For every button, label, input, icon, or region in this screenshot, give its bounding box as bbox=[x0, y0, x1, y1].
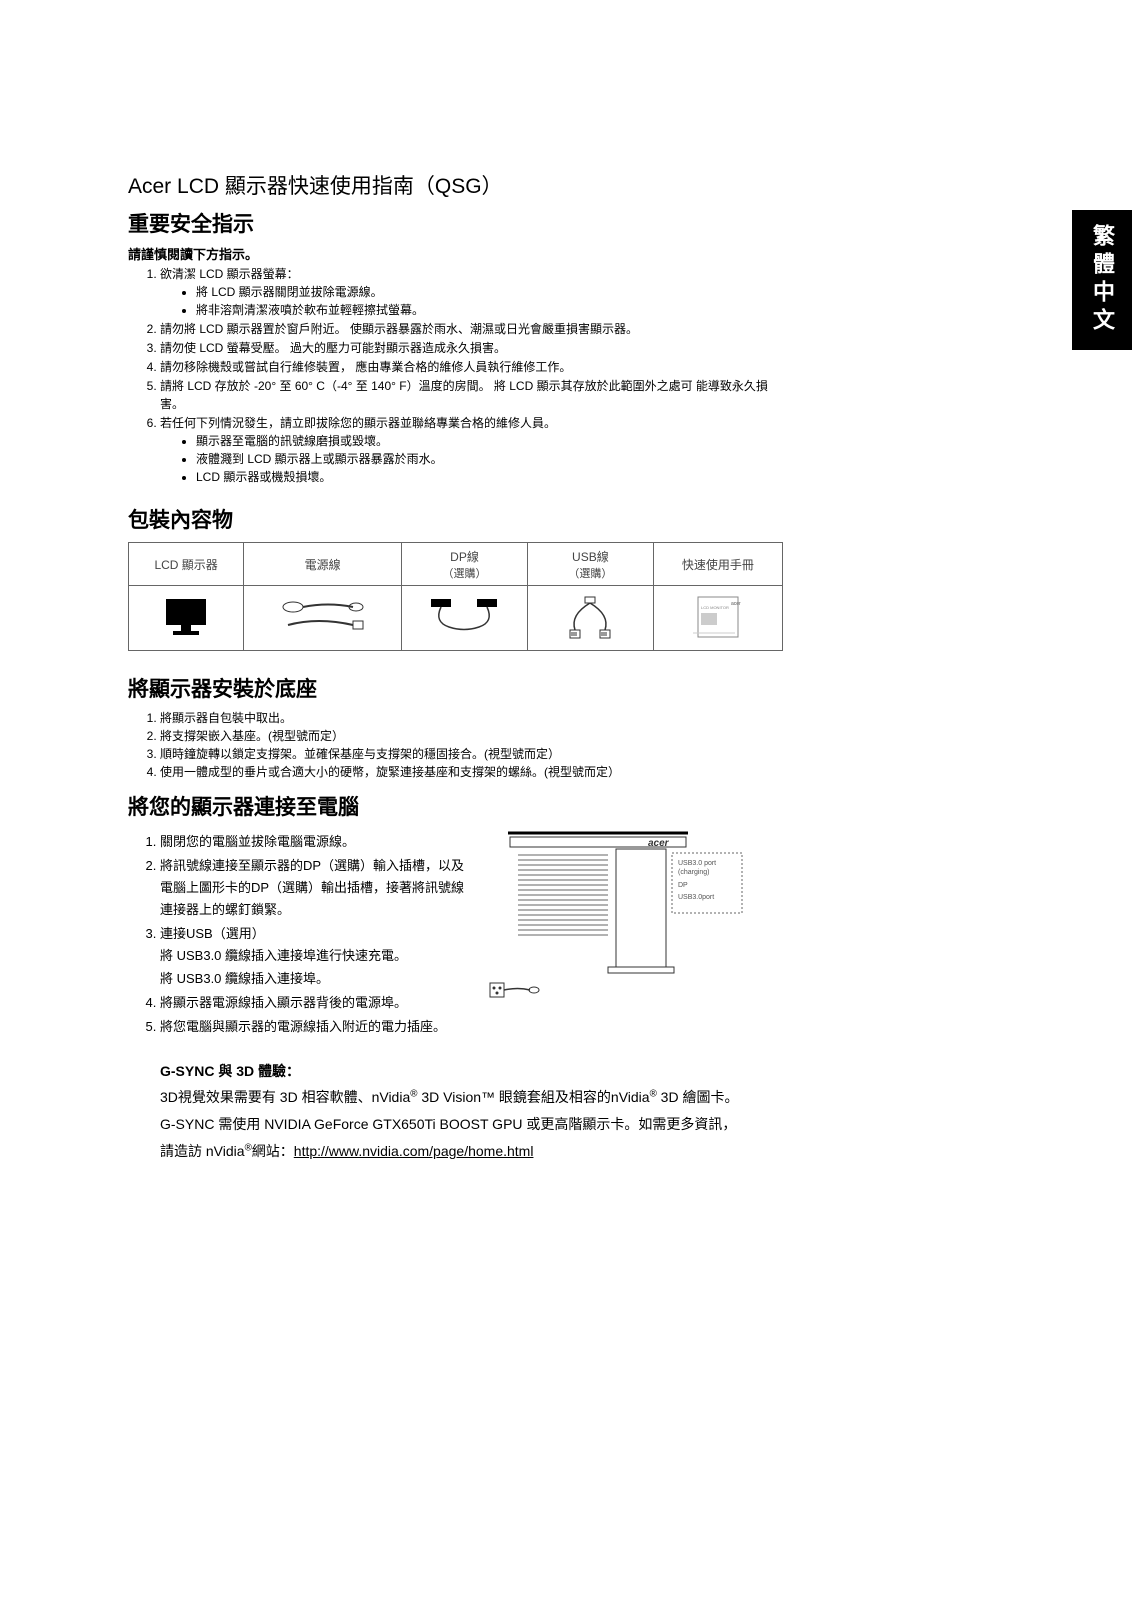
cell-label: USB線 bbox=[572, 550, 609, 564]
table-cell: 電源線 bbox=[244, 543, 402, 586]
gsync-line: 請造訪 nVidia®網站：http://www.nvidia.com/page… bbox=[160, 1138, 788, 1165]
manual-icon: acer LCD MONITOR bbox=[693, 595, 743, 639]
language-tab: 繁體中文 bbox=[1072, 210, 1132, 350]
cell-label: DP線 bbox=[450, 550, 479, 564]
cell-opt: （選購） bbox=[568, 568, 612, 580]
usb-cable-icon bbox=[555, 595, 625, 639]
brand-label: acer bbox=[648, 838, 670, 849]
connect-heading: 將您的顯示器連接至電腦 bbox=[128, 791, 788, 821]
safety-item-text: 若任何下列情況發生，請立即拔除您的顯示器並聯絡專業合格的維修人員。 bbox=[160, 416, 556, 430]
gsync-text: 3D視覺效果需要有 3D 相容軟體、nVidia bbox=[160, 1089, 410, 1105]
connect-list: 關閉您的電腦並拔除電腦電源線。 將訊號線連接至顯示器的DP（選購）輸入插槽，以及… bbox=[128, 831, 468, 1040]
safety-item: 若任何下列情況發生，請立即拔除您的顯示器並聯絡專業合格的維修人員。 顯示器至電腦… bbox=[160, 414, 788, 486]
connection-diagram: acer bbox=[488, 827, 788, 1007]
svg-text:(charging): (charging) bbox=[678, 869, 710, 876]
safety-subitem: 液體濺到 LCD 顯示器上或顯示器暴露於雨水。 bbox=[196, 450, 788, 468]
safety-item: 請勿使 LCD 螢幕受壓。 過大的壓力可能對顯示器造成永久損害。 bbox=[160, 339, 788, 357]
mount-heading: 將顯示器安裝於底座 bbox=[128, 673, 788, 703]
monitor-icon bbox=[161, 597, 211, 637]
safety-item-text: 欲清潔 LCD 顯示器螢幕： bbox=[160, 267, 299, 281]
safety-heading: 重要安全指示 bbox=[128, 208, 788, 238]
safety-item: 請勿移除機殼或嘗試自行維修裝置， 應由專業合格的維修人員執行維修工作。 bbox=[160, 358, 788, 376]
page-content: Acer LCD 顯示器快速使用指南（QSG） 重要安全指示 請謹慎閱讀下方指示… bbox=[128, 170, 788, 1164]
connect-item: 將顯示器電源線插入顯示器背後的電源埠。 bbox=[160, 992, 468, 1014]
table-cell bbox=[402, 586, 528, 651]
gsync-text: 3D 繪圖卡。 bbox=[657, 1089, 739, 1105]
dp-cable-icon bbox=[429, 597, 499, 637]
gsync-text: 網站： bbox=[252, 1143, 294, 1159]
svg-text:USB3.0 port: USB3.0 port bbox=[678, 860, 716, 867]
mount-item: 使用一體成型的垂片或合適大小的硬幣，旋緊連接基座和支撐架的螺絲。(視型號而定） bbox=[160, 763, 788, 781]
safety-subitem: 顯示器至電腦的訊號線磨損或毀壞。 bbox=[196, 432, 788, 450]
gsync-line: G-SYNC 需使用 NVIDIA GeForce GTX650Ti BOOST… bbox=[160, 1111, 788, 1138]
safety-list: 欲清潔 LCD 顯示器螢幕： 將 LCD 顯示器關閉並拔除電源線。 將非溶劑清潔… bbox=[128, 265, 788, 486]
svg-text:LCD MONITOR: LCD MONITOR bbox=[701, 605, 729, 610]
gsync-text: 請造訪 nVidia bbox=[160, 1143, 245, 1159]
safety-subitem: 將 LCD 顯示器關閉並拔除電源線。 bbox=[196, 283, 788, 301]
safety-sublist: 顯示器至電腦的訊號線磨損或毀壞。 液體濺到 LCD 顯示器上或顯示器暴露於雨水。… bbox=[160, 432, 788, 486]
nvidia-link[interactable]: http://www.nvidia.com/page/home.html bbox=[294, 1143, 534, 1159]
package-section: 包裝內容物 LCD 顯示器 電源線 DP線 （選購） USB線 （選購） 快速使用手… bbox=[128, 504, 788, 651]
diagram-svg: acer bbox=[488, 827, 788, 1007]
table-cell bbox=[527, 586, 653, 651]
table-cell: LCD 顯示器 bbox=[129, 543, 244, 586]
mount-section: 將顯示器安裝於底座 將顯示器自包裝中取出。 將支撐架嵌入基座。(視型號而定） 順… bbox=[128, 673, 788, 781]
table-cell: 快速使用手冊 bbox=[653, 543, 782, 586]
svg-text:DP: DP bbox=[678, 882, 688, 889]
safety-sublist: 將 LCD 顯示器關閉並拔除電源線。 將非溶劑清潔液噴於軟布並輕輕擦拭螢幕。 bbox=[160, 283, 788, 319]
page-title: Acer LCD 顯示器快速使用指南（QSG） bbox=[128, 170, 788, 200]
svg-text:acer: acer bbox=[731, 601, 741, 607]
mount-item: 將顯示器自包裝中取出。 bbox=[160, 709, 788, 727]
connect-item: 將您電腦與顯示器的電源線插入附近的電力插座。 bbox=[160, 1016, 468, 1038]
table-cell bbox=[244, 586, 402, 651]
table-cell: DP線 （選購） bbox=[402, 543, 528, 586]
table-cell bbox=[129, 586, 244, 651]
cell-label: 快速使用手冊 bbox=[682, 558, 754, 572]
gsync-text: 3D Vision™ 眼鏡套組及相容的nVidia bbox=[417, 1089, 649, 1105]
cell-opt: （選購） bbox=[442, 568, 486, 580]
gsync-line: 3D視覺效果需要有 3D 相容軟體、nVidia ® 3D Vision™ 眼鏡套… bbox=[160, 1084, 788, 1111]
cell-label: LCD 顯示器 bbox=[154, 558, 217, 572]
package-table: LCD 顯示器 電源線 DP線 （選購） USB線 （選購） 快速使用手冊 bbox=[128, 542, 783, 651]
connect-item: 連接USB（選用） 將 USB3.0 纜線插入連接埠進行快速充電。 將 USB3… bbox=[160, 923, 468, 989]
connect-item: 將訊號線連接至顯示器的DP（選購）輸入插槽，以及電腦上圖形卡的DP（選購）輸出插… bbox=[160, 855, 468, 921]
mount-list: 將顯示器自包裝中取出。 將支撐架嵌入基座。(視型號而定） 順時鐘旋轉以鎖定支撐架… bbox=[128, 709, 788, 781]
package-heading: 包裝內容物 bbox=[128, 504, 788, 534]
table-row: LCD 顯示器 電源線 DP線 （選購） USB線 （選購） 快速使用手冊 bbox=[129, 543, 783, 586]
safety-item: 請將 LCD 存放於 -20° 至 60° C（-4° 至 140° F）溫度的… bbox=[160, 377, 788, 413]
table-cell: acer LCD MONITOR bbox=[653, 586, 782, 651]
safety-subitem: LCD 顯示器或機殼損壞。 bbox=[196, 468, 788, 486]
safety-item: 請勿將 LCD 顯示器置於窗戶附近。 使顯示器暴露於雨水、潮濕或日光會嚴重損害顯… bbox=[160, 320, 788, 338]
reg-mark: ® bbox=[245, 1142, 252, 1153]
reg-mark: ® bbox=[650, 1089, 657, 1100]
safety-item: 欲清潔 LCD 顯示器螢幕： 將 LCD 顯示器關閉並拔除電源線。 將非溶劑清潔… bbox=[160, 265, 788, 319]
safety-subitem: 將非溶劑清潔液噴於軟布並輕輕擦拭螢幕。 bbox=[196, 301, 788, 319]
cell-label: 電源線 bbox=[305, 558, 341, 572]
svg-text:USB3.0port: USB3.0port bbox=[678, 894, 714, 901]
connect-section: 將您的顯示器連接至電腦 關閉您的電腦並拔除電腦電源線。 將訊號線連接至顯示器的D… bbox=[128, 791, 788, 1164]
safety-intro: 請謹慎閱讀下方指示。 bbox=[128, 244, 788, 263]
table-row: acer LCD MONITOR bbox=[129, 586, 783, 651]
gsync-title: G-SYNC 與 3D 體驗： bbox=[160, 1058, 788, 1085]
gsync-section: G-SYNC 與 3D 體驗： 3D視覺效果需要有 3D 相容軟體、nVidia… bbox=[160, 1058, 788, 1164]
power-cable-icon bbox=[278, 597, 368, 637]
mount-item: 順時鐘旋轉以鎖定支撐架。並確保基座与支撐架的穩固接合。(視型號而定） bbox=[160, 745, 788, 763]
connect-item: 關閉您的電腦並拔除電腦電源線。 bbox=[160, 831, 468, 853]
mount-item: 將支撐架嵌入基座。(視型號而定） bbox=[160, 727, 788, 745]
table-cell: USB線 （選購） bbox=[527, 543, 653, 586]
